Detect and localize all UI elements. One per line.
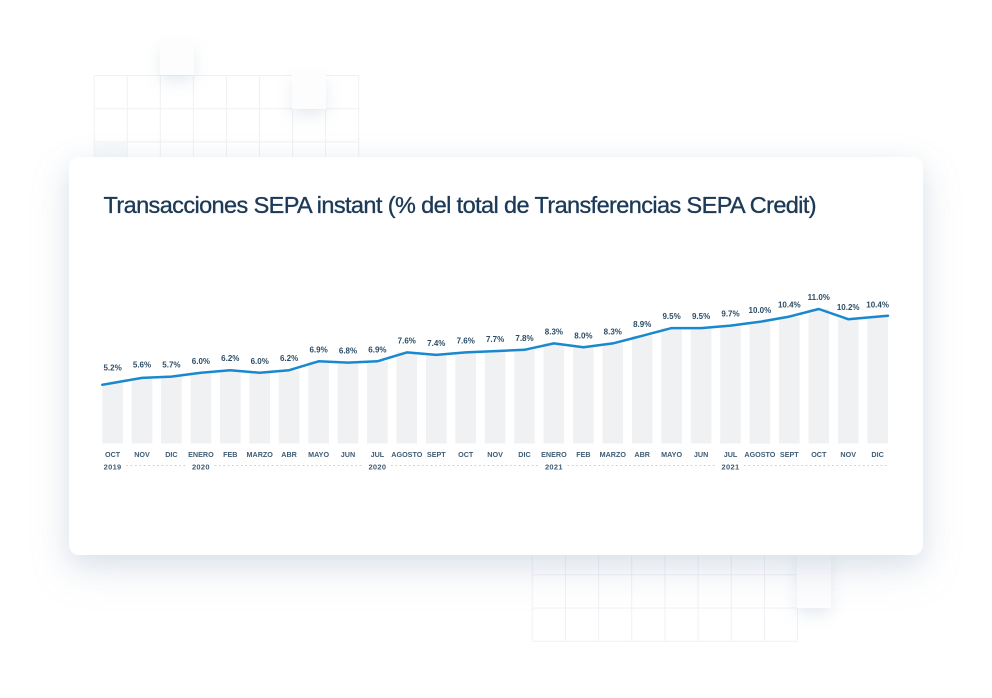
svg-text:8.3%: 8.3% <box>604 327 622 336</box>
svg-text:6.0%: 6.0% <box>251 357 269 366</box>
svg-text:7.6%: 7.6% <box>398 336 416 345</box>
svg-text:7.8%: 7.8% <box>515 334 533 343</box>
svg-text:NOV: NOV <box>487 450 503 459</box>
svg-text:MAYO: MAYO <box>308 450 329 459</box>
svg-text:2021: 2021 <box>722 463 740 472</box>
svg-text:JUL: JUL <box>371 450 385 459</box>
svg-text:6.9%: 6.9% <box>309 345 327 354</box>
svg-text:10.0%: 10.0% <box>749 306 772 315</box>
svg-text:JUN: JUN <box>694 450 708 459</box>
svg-text:ABR: ABR <box>634 450 650 459</box>
svg-text:8.9%: 8.9% <box>633 320 651 329</box>
svg-text:NOV: NOV <box>840 450 856 459</box>
svg-text:6.0%: 6.0% <box>192 357 210 366</box>
svg-text:SEPT: SEPT <box>780 450 799 459</box>
svg-text:2020: 2020 <box>192 463 210 472</box>
svg-text:OCT: OCT <box>105 450 121 459</box>
svg-text:DIC: DIC <box>165 450 177 459</box>
svg-text:AGOSTO: AGOSTO <box>391 450 422 459</box>
svg-text:8.0%: 8.0% <box>574 331 592 340</box>
svg-text:7.6%: 7.6% <box>457 336 475 345</box>
svg-text:2019: 2019 <box>104 463 122 472</box>
svg-text:7.4%: 7.4% <box>427 339 445 348</box>
svg-text:JUL: JUL <box>724 450 738 459</box>
svg-text:2020: 2020 <box>368 463 386 472</box>
svg-text:NOV: NOV <box>134 450 150 459</box>
svg-text:FEB: FEB <box>223 450 237 459</box>
svg-text:AGOSTO: AGOSTO <box>744 450 775 459</box>
svg-text:OCT: OCT <box>811 450 827 459</box>
svg-text:6.2%: 6.2% <box>280 354 298 363</box>
svg-text:5.2%: 5.2% <box>103 364 121 373</box>
svg-text:9.5%: 9.5% <box>692 312 710 321</box>
svg-text:7.7%: 7.7% <box>486 335 504 344</box>
svg-text:MAYO: MAYO <box>661 450 682 459</box>
svg-text:8.3%: 8.3% <box>545 327 563 336</box>
svg-text:OCT: OCT <box>458 450 474 459</box>
svg-text:FEB: FEB <box>576 450 590 459</box>
svg-text:6.2%: 6.2% <box>221 354 239 363</box>
svg-text:10.2%: 10.2% <box>837 303 860 312</box>
svg-text:ENERO: ENERO <box>541 450 567 459</box>
svg-text:DIC: DIC <box>518 450 530 459</box>
svg-text:5.6%: 5.6% <box>133 360 151 369</box>
svg-text:6.8%: 6.8% <box>339 347 357 356</box>
svg-text:SEPT: SEPT <box>427 450 446 459</box>
svg-text:JUN: JUN <box>341 450 355 459</box>
svg-text:9.7%: 9.7% <box>721 310 739 319</box>
svg-text:10.4%: 10.4% <box>778 301 801 310</box>
svg-text:9.5%: 9.5% <box>662 312 680 321</box>
svg-text:10.4%: 10.4% <box>866 301 889 310</box>
svg-text:5.7%: 5.7% <box>162 361 180 370</box>
svg-text:DIC: DIC <box>871 450 883 459</box>
svg-text:ENERO: ENERO <box>188 450 214 459</box>
svg-text:11.0%: 11.0% <box>808 293 830 302</box>
svg-text:6.9%: 6.9% <box>368 345 386 354</box>
svg-text:MARZO: MARZO <box>600 450 627 459</box>
svg-text:MARZO: MARZO <box>247 450 274 459</box>
svg-text:2021: 2021 <box>545 463 563 472</box>
svg-text:ABR: ABR <box>281 450 297 459</box>
